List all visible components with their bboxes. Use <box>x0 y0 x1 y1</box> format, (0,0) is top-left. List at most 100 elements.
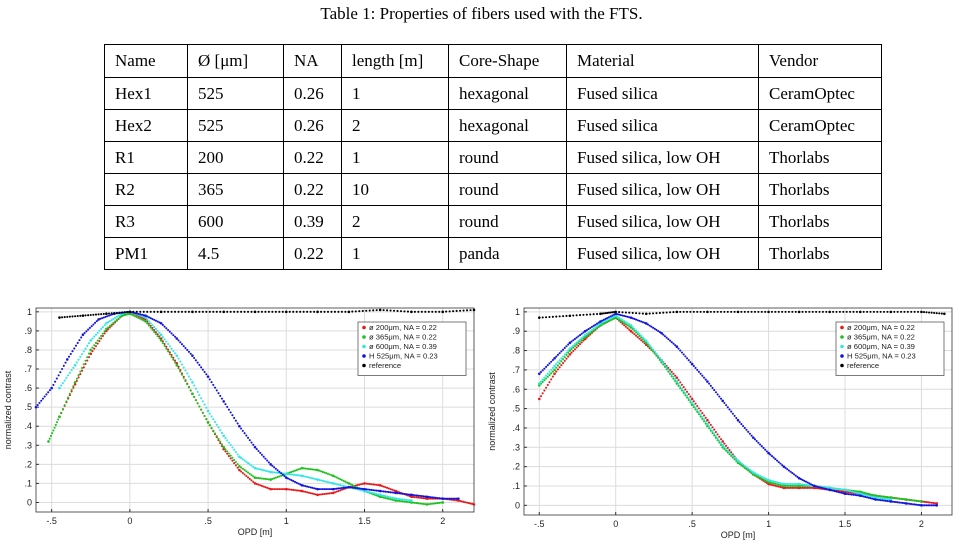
data-point <box>302 490 305 493</box>
data-point <box>862 493 865 496</box>
data-point <box>573 348 577 351</box>
data-point <box>295 474 298 477</box>
data-point <box>742 465 745 468</box>
data-point <box>716 433 719 436</box>
data-point <box>706 418 709 422</box>
cell-na: 0.22 <box>283 173 342 206</box>
data-point <box>290 488 293 491</box>
cell-na: 0.22 <box>283 237 342 270</box>
data-point <box>113 312 116 315</box>
data-point <box>300 474 304 478</box>
data-point <box>224 448 227 451</box>
data-point <box>170 347 173 350</box>
x-tick-label: 2 <box>919 519 924 529</box>
data-point <box>110 312 113 315</box>
data-point <box>587 331 590 334</box>
data-point <box>641 338 644 341</box>
data-point <box>224 450 227 453</box>
data-point <box>762 478 765 481</box>
data-point <box>53 426 56 429</box>
data-point <box>93 344 96 347</box>
data-point <box>399 498 403 501</box>
data-point <box>684 355 687 358</box>
data-point <box>677 382 680 385</box>
data-point <box>699 413 702 416</box>
data-point <box>295 469 298 472</box>
y-tick-label: .8 <box>512 346 520 356</box>
data-point <box>198 363 201 367</box>
data-point <box>930 504 933 507</box>
data-point <box>876 498 879 501</box>
data-point <box>886 498 889 501</box>
y-axis-label: normalized contrast <box>487 372 497 451</box>
data-point <box>340 484 343 487</box>
data-point <box>132 310 135 313</box>
data-point <box>200 366 203 369</box>
data-point <box>394 489 398 493</box>
data-point <box>606 317 609 320</box>
data-point <box>563 359 566 362</box>
data-point <box>869 497 872 500</box>
data-point <box>89 352 93 356</box>
data-point <box>682 391 685 394</box>
data-point <box>786 468 789 471</box>
data-point <box>65 358 69 361</box>
y-tick-label: .2 <box>512 462 520 472</box>
data-point <box>899 497 903 500</box>
data-point <box>709 384 712 387</box>
data-point <box>262 469 265 472</box>
data-point <box>443 497 446 500</box>
cell-name: R1 <box>104 141 188 174</box>
data-point <box>614 316 618 319</box>
data-point <box>769 481 772 484</box>
data-point <box>940 312 943 315</box>
data-point <box>200 408 203 411</box>
data-point <box>85 330 88 333</box>
data-point <box>165 340 168 343</box>
data-point <box>307 485 310 489</box>
data-point <box>762 476 765 479</box>
data-point <box>284 487 288 491</box>
data-point <box>626 327 629 330</box>
data-point <box>75 377 78 380</box>
legend-marker <box>362 325 366 330</box>
data-point <box>601 319 604 322</box>
data-point <box>696 410 699 413</box>
data-point <box>640 336 643 339</box>
data-point <box>335 490 338 493</box>
data-point <box>927 504 930 507</box>
data-point <box>546 364 549 367</box>
data-point <box>867 494 870 497</box>
data-point <box>47 440 50 443</box>
data-point <box>260 477 264 480</box>
data-point <box>179 360 182 363</box>
data-point <box>159 321 163 325</box>
data-point <box>742 463 745 466</box>
data-point <box>359 489 363 492</box>
data-point <box>262 455 265 458</box>
data-point <box>290 473 293 476</box>
data-point <box>135 310 138 313</box>
data-point <box>69 352 72 356</box>
data-point <box>697 411 700 414</box>
data-point <box>246 471 250 474</box>
data-point <box>545 374 548 377</box>
data-point <box>158 331 161 334</box>
data-point <box>340 488 343 491</box>
legend-entry: ø 200μm, NA = 0.22 <box>369 323 437 332</box>
x-tick-label: .5 <box>204 516 212 526</box>
data-point <box>394 491 398 495</box>
data-point <box>806 481 809 484</box>
data-point <box>108 326 111 329</box>
data-point <box>537 382 541 385</box>
data-point <box>550 372 553 375</box>
data-point <box>543 379 546 382</box>
data-point <box>633 329 636 332</box>
data-point <box>774 482 777 485</box>
data-point <box>168 353 171 356</box>
data-point <box>867 496 870 499</box>
data-point <box>71 315 74 318</box>
data-point <box>441 497 445 500</box>
data-point <box>280 472 283 475</box>
data-point <box>541 392 544 395</box>
